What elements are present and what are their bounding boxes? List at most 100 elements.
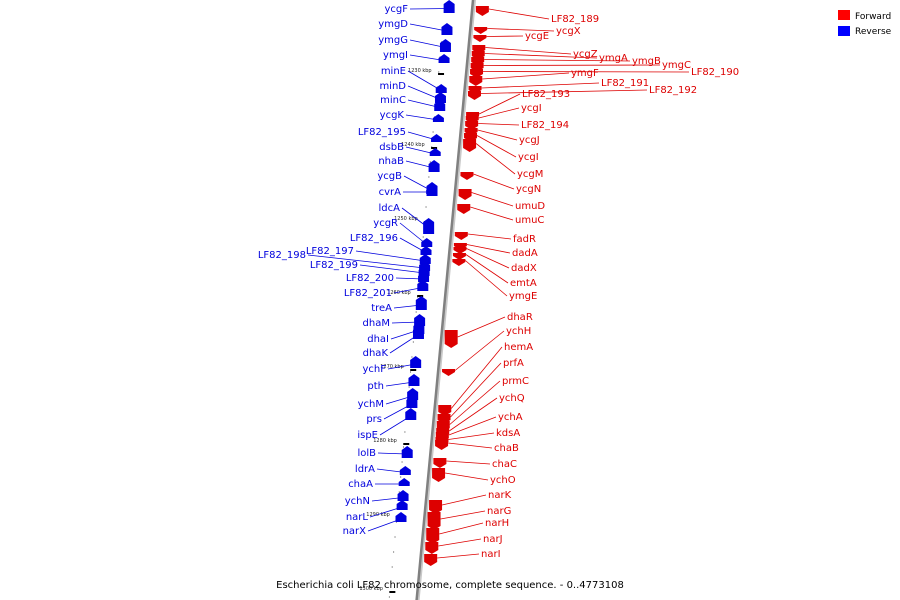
axis-line	[415, 0, 475, 600]
forward-gene-leader	[438, 538, 482, 547]
forward-gene-leader	[465, 254, 509, 284]
forward-gene-label: LF82_191	[601, 78, 649, 89]
reverse-gene-leader	[399, 222, 428, 245]
reverse-gene-label: dhaI	[367, 334, 389, 345]
forward-gene-arrow	[474, 27, 488, 34]
reverse-gene-arrow	[443, 0, 455, 13]
forward-gene-label: ycgM	[517, 169, 543, 180]
reverse-gene-leader	[405, 146, 436, 155]
forward-gene-label: fadR	[513, 234, 536, 245]
forward-gene-label: ychO	[490, 475, 516, 486]
reverse-gene-label: ldcA	[379, 203, 401, 214]
forward-gene-label: LF82_189	[551, 14, 599, 25]
reverse-gene-label: ychM	[358, 399, 384, 410]
forward-gene-leader	[450, 362, 502, 418]
forward-gene-leader	[487, 28, 555, 32]
forward-gene-label: ymgB	[632, 56, 661, 67]
reverse-gene-arrow	[421, 238, 433, 247]
reverse-gene-label: ycgK	[380, 110, 405, 121]
forward-gene-leader	[485, 47, 572, 55]
forward-gene-leader	[471, 192, 514, 207]
reverse-gene-arrow	[423, 218, 435, 234]
reverse-gene-leader	[407, 70, 442, 91]
tick-label: 1240 kbp	[401, 142, 425, 148]
forward-gene-leader	[478, 107, 520, 119]
forward-gene-label: chaC	[492, 459, 517, 470]
forward-gene-leader	[483, 71, 690, 73]
reverse-gene-leader	[409, 8, 450, 10]
reverse-gene-label: cvrA	[379, 187, 402, 198]
reverse-gene-arrow	[428, 160, 440, 172]
forward-gene-leader	[450, 346, 503, 409]
reverse-gene-label: narL	[346, 512, 369, 523]
reverse-gene-arrow	[401, 446, 413, 458]
forward-gene-arrow	[453, 243, 467, 250]
forward-gene-leader	[484, 59, 631, 62]
forward-gene-leader	[476, 135, 517, 158]
forward-gene-leader	[449, 380, 501, 425]
forward-gene-leader	[484, 53, 598, 59]
forward-gene-arrow	[425, 542, 439, 554]
reverse-gene-leader	[407, 85, 441, 100]
forward-gene-arrow	[426, 528, 440, 544]
forward-gene-arrow	[433, 458, 447, 468]
reverse-gene-leader	[385, 395, 413, 405]
reverse-gene-label: dhaM	[363, 318, 390, 329]
forward-gene-label: LF82_194	[521, 120, 569, 131]
forward-gene-arrow	[424, 554, 438, 566]
reverse-gene-arrow	[438, 54, 450, 63]
reverse-gene-label: ychF	[362, 364, 386, 375]
forward-gene-label: ycgX	[556, 26, 581, 37]
reverse-gene-label: chaA	[348, 479, 373, 490]
forward-gene-leader	[488, 8, 550, 20]
reverse-gene-leader	[387, 363, 416, 370]
reverse-gene-label: LF82_199	[310, 260, 358, 271]
reverse-gene-label: treA	[371, 303, 392, 314]
forward-gene-label: ychH	[506, 326, 531, 337]
forward-gene-leader	[465, 260, 508, 297]
forward-gene-arrow	[475, 6, 489, 16]
tick-label: 1280 kbp	[373, 438, 397, 444]
reverse-gene-leader	[401, 207, 429, 229]
forward-gene-leader	[437, 553, 480, 559]
forward-gene-label: narH	[485, 518, 509, 529]
forward-gene-label: umuD	[515, 201, 545, 212]
forward-gene-label: prfA	[503, 358, 524, 369]
forward-gene-leader	[448, 442, 493, 449]
forward-gene-leader	[440, 510, 486, 520]
forward-gene-label: ymgE	[509, 291, 537, 302]
reverse-gene-arrow	[418, 272, 430, 282]
forward-gene-label: ychQ	[499, 393, 525, 404]
reverse-gene-label: LF82_201	[344, 288, 392, 299]
forward-gene-arrow	[442, 369, 456, 376]
reverse-gene-arrow	[397, 490, 409, 501]
reverse-gene-arrow	[399, 466, 411, 475]
forward-gene-arrow	[458, 189, 472, 200]
forward-gene-leader	[448, 397, 498, 432]
reverse-gene-arrow	[410, 356, 422, 368]
reverse-gene-label: ycgB	[377, 171, 402, 182]
reverse-gene-leader	[405, 114, 439, 121]
reverse-genes: ycgF ymgD ymgG ymgI minE minD minC ycgK LF82_195…	[258, 0, 455, 537]
forward-gene-label: LF82_193	[522, 89, 570, 100]
forward-gene-label: narI	[481, 549, 501, 560]
reverse-gene-arrow	[432, 114, 444, 122]
forward-gene-leader	[477, 129, 518, 141]
reverse-gene-arrow	[431, 134, 443, 142]
legend-forward-label: Forward	[855, 12, 891, 22]
reverse-gene-label: LF82_200	[346, 273, 394, 284]
tick-label: 1270 kbp	[380, 364, 404, 370]
reverse-gene-leader	[407, 99, 440, 108]
forward-gene-arrow	[444, 330, 458, 348]
reverse-gene-leader	[389, 334, 419, 354]
reverse-gene-leader	[371, 497, 404, 502]
forward-gene-leader	[466, 248, 510, 269]
reverse-gene-leader	[393, 304, 422, 309]
reverse-gene-label: dhaK	[363, 348, 389, 359]
forward-gene-arrow	[429, 500, 443, 514]
reverse-gene-leader	[367, 518, 402, 532]
forward-gene-leader	[482, 72, 570, 80]
reverse-gene-arrow	[435, 84, 447, 93]
forward-gene-label: ychA	[498, 412, 523, 423]
